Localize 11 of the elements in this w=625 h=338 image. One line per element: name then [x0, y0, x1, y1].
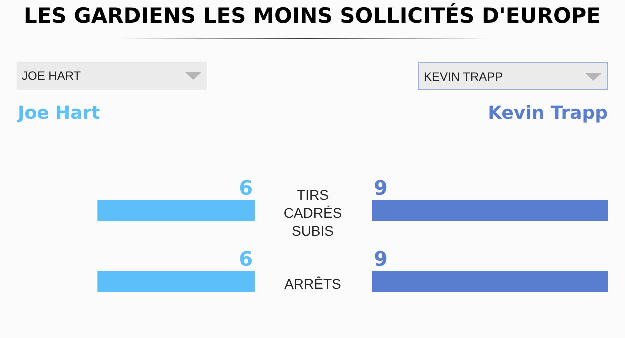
- text: Joe Hart: [18, 103, 100, 124]
- data-label: 6: [239, 176, 253, 200]
- text: KEVIN TRAPP: [418, 62, 608, 90]
- data-label: 6: [239, 247, 253, 271]
- data-label: 9: [374, 176, 388, 200]
- y-tick-label: TIRS CADRÉS SUBIS: [282, 186, 344, 240]
- text: Kevin Trapp: [488, 103, 608, 124]
- text: JOE HART: [17, 62, 207, 90]
- data-label: 9: [374, 247, 388, 271]
- text: LES GARDIENS LES MOINS SOLLICITÉS D'EUROPE: [22, 4, 602, 28]
- y-tick-label: ARRÊTS: [284, 274, 342, 292]
